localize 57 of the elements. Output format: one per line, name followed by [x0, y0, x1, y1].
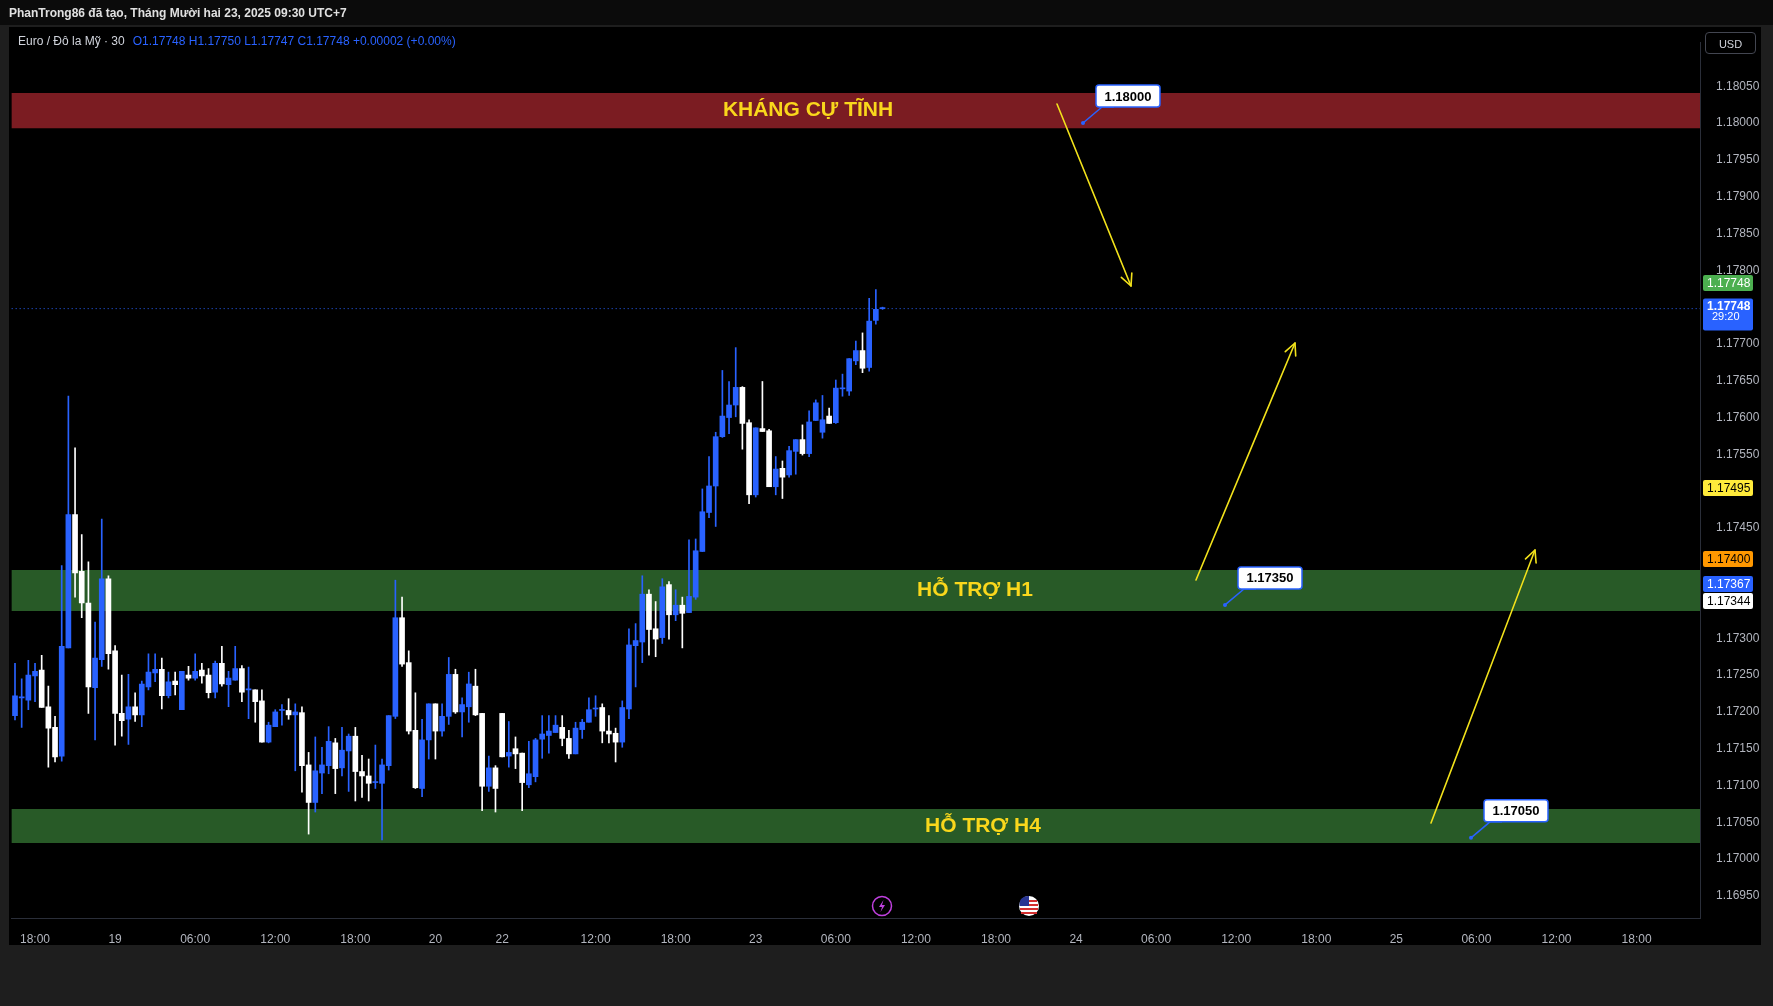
y-tick-label: 1.17200 — [1716, 704, 1760, 719]
annotation: 1.17050 — [1492, 803, 1540, 819]
y-tick-label: 1.17150 — [1716, 741, 1760, 756]
band-label: KHÁNG CỰ TĨNH — [722, 97, 894, 121]
x-tick-label: 22 — [495, 931, 510, 946]
chart-title: Euro / Đô la Mỹ · 30 — [18, 34, 125, 48]
text: PhanTrong86 đã tạo, Tháng Mười hai 23, 2025 09:30 UTC+7 — [9, 6, 347, 20]
chart-subtitle: O1.17748 H1.17750 L1.17747 C1.17748 +0.00002 (+0.00%) — [132, 34, 456, 48]
x-tick-label: 06:00 — [1461, 931, 1492, 946]
x-tick-label: 06:00 — [820, 931, 852, 946]
text: 1.17400 — [1707, 552, 1751, 567]
y-tick-label: 1.17450 — [1716, 520, 1760, 535]
x-tick-label: 24 — [1069, 931, 1084, 946]
text: 1.17495 — [1707, 481, 1751, 496]
x-tick-label: 12:00 — [900, 931, 932, 946]
band-label: HỖ TRỢ H4 — [925, 812, 1042, 836]
y-tick-label: 1.17250 — [1716, 667, 1760, 682]
y-tick-label: 1.17800 — [1716, 262, 1760, 277]
x-tick-label: 12:00 — [1541, 931, 1572, 946]
annotation: 1.17350 — [1246, 570, 1294, 586]
y-tick-label: 1.17000 — [1716, 851, 1760, 866]
x-tick-label: 25 — [1389, 931, 1404, 946]
x-tick-label: 12:00 — [260, 931, 291, 946]
y-tick-label: 1.18000 — [1716, 115, 1760, 130]
y-tick-label: 1.17600 — [1716, 409, 1760, 424]
x-tick-label: 18:00 — [1621, 931, 1652, 946]
x-tick-label: 18:00 — [20, 931, 51, 946]
x-tick-label: 18:00 — [1301, 931, 1332, 946]
y-tick-label: 1.17300 — [1716, 630, 1760, 645]
x-tick-label: 18:00 — [340, 931, 371, 946]
y-tick-label: 1.17650 — [1716, 373, 1760, 388]
x-tick-label: 18:00 — [660, 931, 691, 946]
y-tick-label: 1.17850 — [1716, 225, 1760, 240]
x-tick-label: 06:00 — [1141, 931, 1172, 946]
x-tick-label: 18:00 — [980, 931, 1012, 946]
ref-line-label: 1.17748 — [1707, 298, 1751, 313]
text: 1.17748 — [1707, 276, 1751, 291]
text: 29:20 — [1712, 310, 1740, 323]
x-tick-label: 23 — [749, 931, 763, 946]
x-tick-label: 06:00 — [180, 931, 211, 946]
text: 1.17344 — [1707, 594, 1751, 609]
band-label: HỖ TRỢ H1 — [917, 577, 1034, 601]
text: USD — [1705, 32, 1756, 54]
y-tick-label: 1.16950 — [1716, 888, 1760, 903]
text: 1.17367 — [1707, 577, 1751, 592]
y-tick-label: 1.17900 — [1716, 189, 1760, 204]
y-tick-label: 1.17050 — [1716, 814, 1760, 829]
y-tick-label: 1.17950 — [1716, 152, 1760, 167]
x-tick-label: 12:00 — [580, 931, 611, 946]
y-tick-label: 1.17700 — [1716, 336, 1760, 351]
y-tick-label: 1.18050 — [1716, 78, 1760, 93]
x-tick-label: 20 — [428, 931, 443, 946]
y-tick-label: 1.17550 — [1716, 446, 1760, 461]
y-tick-label: 1.17100 — [1716, 777, 1760, 792]
x-tick-label: 19 — [108, 931, 123, 946]
annotation: 1.18000 — [1104, 88, 1152, 104]
x-tick-label: 12:00 — [1221, 931, 1252, 946]
